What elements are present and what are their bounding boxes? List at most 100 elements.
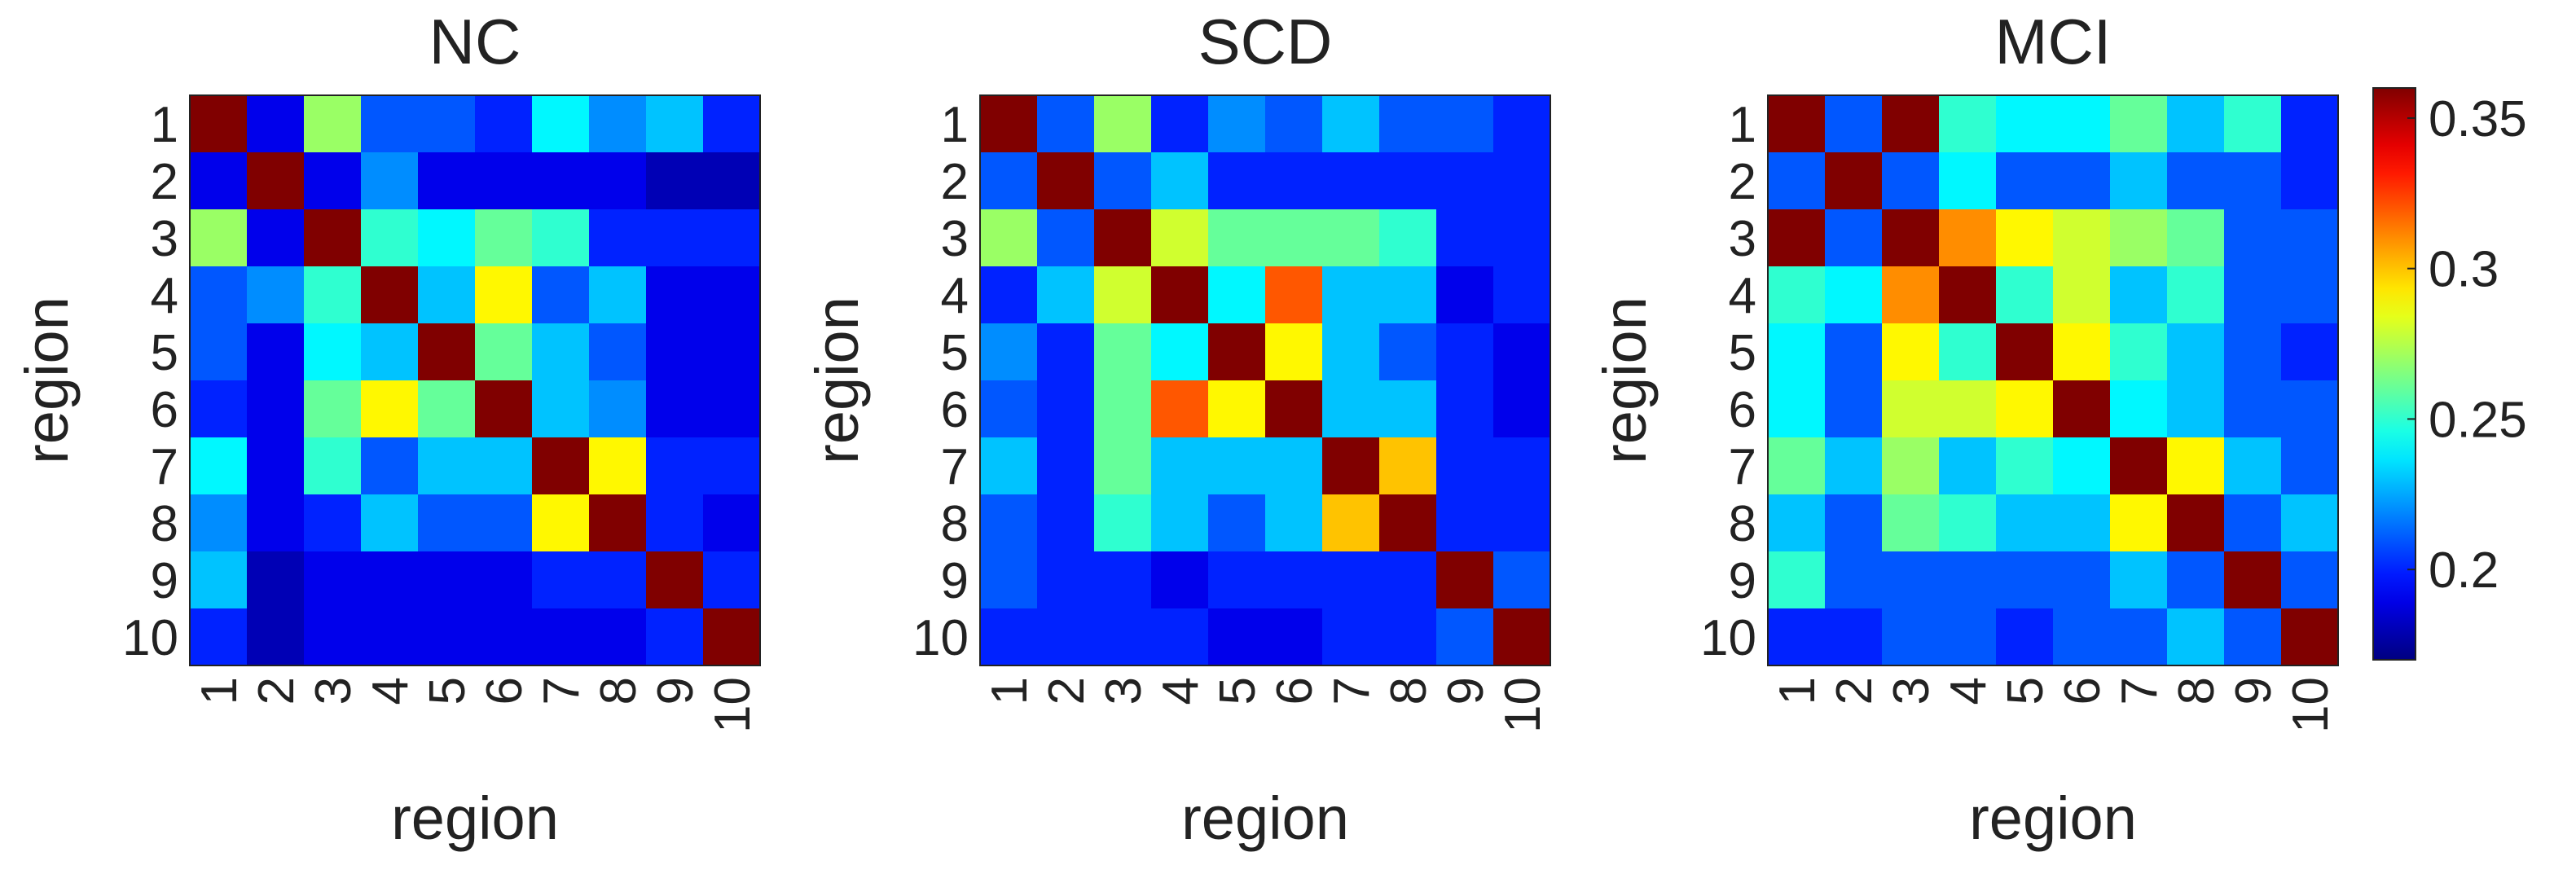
heatmap-cell <box>1208 95 1266 153</box>
heatmap-cell <box>190 209 248 267</box>
heatmap-cell <box>589 95 647 153</box>
heatmap-cell <box>1037 551 1095 609</box>
heatmap-cell <box>532 494 590 552</box>
heatmap-cell <box>980 266 1038 324</box>
y-tick-label: 2 <box>941 154 969 210</box>
x-tick-label: 1 <box>191 677 248 705</box>
heatmap-cell <box>475 209 533 267</box>
y-tick-label: 2 <box>151 154 178 210</box>
x-tick-label: 3 <box>1096 677 1152 705</box>
heatmap-cell <box>418 209 476 267</box>
heatmap-cell <box>1322 152 1380 210</box>
x-tick-label: 4 <box>1941 677 1997 705</box>
heatmap-cell <box>589 608 647 666</box>
heatmap-cell <box>1265 209 1323 267</box>
heatmap-cell <box>1768 209 1826 267</box>
heatmap-cell <box>2167 152 2225 210</box>
heatmap-cell <box>1037 266 1095 324</box>
heatmap-cell <box>1037 437 1095 495</box>
heatmap-cell <box>2167 95 2225 153</box>
heatmap-cell <box>1882 608 1940 666</box>
plot-frame <box>1767 94 2339 666</box>
y-tick-label: 5 <box>151 325 178 381</box>
x-tick-label: 7 <box>534 677 590 705</box>
heatmap-cell <box>361 608 419 666</box>
heatmap-cell <box>1768 380 1826 438</box>
heatmap-cell <box>1493 152 1551 210</box>
y-tick-label: 5 <box>941 325 969 381</box>
heatmap-cell <box>1493 323 1551 381</box>
heatmap-cell <box>703 494 761 552</box>
y-tick-label: 4 <box>1729 268 1756 324</box>
panel-title: NC <box>429 6 521 77</box>
heatmap-cell <box>1094 323 1152 381</box>
heatmap-cell <box>1094 494 1152 552</box>
heatmap-cell <box>190 494 248 552</box>
y-tick-label: 10 <box>122 610 178 666</box>
heatmap-cell <box>980 209 1038 267</box>
y-tick-label: 5 <box>1729 325 1756 381</box>
heatmap-cell <box>703 608 761 666</box>
heatmap-cell <box>1493 494 1551 552</box>
x-tick-label: 4 <box>1153 677 1209 705</box>
heatmap-cell <box>980 608 1038 666</box>
heatmap-cell <box>1265 380 1323 438</box>
heatmap-cell <box>2224 494 2282 552</box>
heatmap-cell <box>475 437 533 495</box>
heatmap-cell <box>304 95 362 153</box>
y-tick-label: 7 <box>941 439 969 495</box>
y-tick-label: 6 <box>151 382 178 438</box>
heatmap-cell <box>1996 551 2054 609</box>
heatmap-cell <box>703 437 761 495</box>
x-tick-label: 6 <box>2055 677 2111 705</box>
heatmap-cell <box>418 266 476 324</box>
heatmap-cell <box>2224 209 2282 267</box>
heatmap-cell <box>1037 494 1095 552</box>
heatmap-cell <box>2053 494 2111 552</box>
heatmap-cell <box>1996 380 2054 438</box>
heatmap-cell <box>1208 209 1266 267</box>
heatmap-cell <box>1493 266 1551 324</box>
heatmap-cell <box>532 380 590 438</box>
heatmap-cell <box>2224 551 2282 609</box>
heatmap-cell <box>1094 437 1152 495</box>
heatmap-cell <box>190 437 248 495</box>
heatmap-cell <box>2281 95 2339 153</box>
heatmap-cell <box>1825 608 1883 666</box>
heatmap-cell <box>1151 380 1209 438</box>
heatmap-cell <box>2110 266 2168 324</box>
heatmap-cell <box>703 95 761 153</box>
heatmap-cell <box>1996 437 2054 495</box>
heatmap-cell <box>1208 494 1266 552</box>
heatmap-cell <box>1094 209 1152 267</box>
panel-title: SCD <box>1198 6 1333 77</box>
heatmap-cell <box>1151 437 1209 495</box>
heatmap-cell <box>190 551 248 609</box>
heatmap-cell <box>1037 152 1095 210</box>
x-tick-label: 5 <box>420 677 476 705</box>
heatmap-cell <box>532 551 590 609</box>
heatmap-cell <box>1939 494 1997 552</box>
heatmap-cell <box>1768 494 1826 552</box>
heatmap-cell <box>2167 380 2225 438</box>
heatmap-cell <box>1436 266 1494 324</box>
heatmap-cell <box>1208 437 1266 495</box>
heatmap-cell <box>1939 95 1997 153</box>
x-tick-label: 5 <box>1210 677 1266 705</box>
heatmap-cell <box>1939 380 1997 438</box>
heatmap-cell <box>1825 95 1883 153</box>
heatmap-cell <box>646 608 704 666</box>
heatmap-cell <box>2053 608 2111 666</box>
heatmap-cell <box>646 437 704 495</box>
heatmap-cell <box>1768 608 1826 666</box>
heatmap-cell <box>1882 95 1940 153</box>
colorbar: 0.2 0.25 0.3 0.35 <box>2372 87 2527 661</box>
heatmap-cell <box>361 323 419 381</box>
heatmap-cell <box>703 380 761 438</box>
heatmap-cell <box>1379 608 1437 666</box>
heatmap-cell <box>361 380 419 438</box>
heatmap-cell <box>418 95 476 153</box>
heatmap-cell <box>1996 266 2054 324</box>
heatmap-cell <box>1265 266 1323 324</box>
heatmap-cell <box>1493 209 1551 267</box>
